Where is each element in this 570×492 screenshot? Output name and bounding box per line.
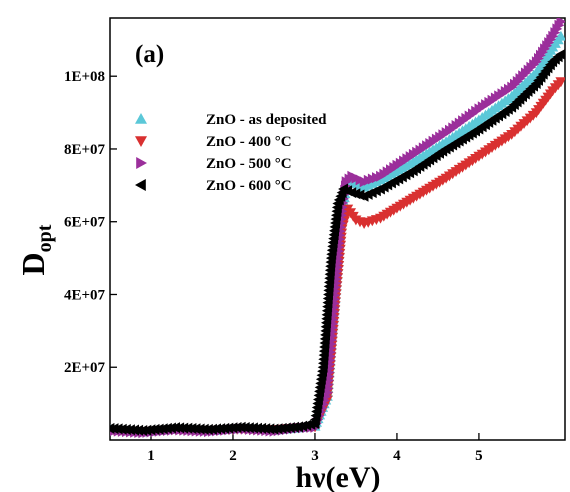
x-tick-label: 5 bbox=[475, 448, 483, 464]
y-axis-title-main: D bbox=[15, 252, 51, 275]
y-tick-label: 2E+07 bbox=[64, 360, 106, 376]
series-clip-group bbox=[110, 18, 565, 439]
data-point bbox=[555, 77, 565, 88]
legend-marker bbox=[135, 179, 146, 191]
y-tick-label: 4E+07 bbox=[64, 287, 106, 303]
x-axis-title: hν(eV) bbox=[295, 461, 380, 492]
data-point bbox=[301, 419, 312, 431]
legend-entry-label: ZnO - as deposited bbox=[206, 112, 327, 128]
data-point bbox=[305, 418, 316, 430]
data-series bbox=[110, 18, 565, 439]
data-point bbox=[297, 420, 308, 432]
x-tick-label: 3 bbox=[311, 448, 319, 464]
data-point bbox=[556, 18, 565, 28]
y-tick-label: 8E+07 bbox=[64, 142, 106, 158]
y-axis-title: Dopt bbox=[15, 224, 56, 275]
data-point bbox=[555, 30, 565, 41]
y-tick-label: 1E+08 bbox=[64, 69, 105, 85]
axis-ticks: 1 2 3 4 5 2E+07 4E+07 6E+07 8E+07 1E+08 bbox=[64, 69, 483, 464]
panel-label: (a) bbox=[135, 41, 164, 68]
x-tick-label: 1 bbox=[147, 448, 155, 464]
y-axis-title-sub: opt bbox=[34, 224, 56, 252]
legend-marker bbox=[136, 157, 147, 169]
data-point bbox=[293, 421, 303, 433]
legend-marker bbox=[135, 113, 147, 124]
y-tick-label: 6E+07 bbox=[64, 215, 106, 231]
x-tick-label: 4 bbox=[393, 448, 401, 464]
legend-entry-label: ZnO - 400 °C bbox=[206, 134, 292, 150]
legend-marker bbox=[135, 136, 147, 147]
legend: ZnO - as deposited ZnO - 400 °C ZnO - 500 … bbox=[135, 112, 327, 194]
data-point bbox=[555, 49, 565, 60]
legend-entry-label: ZnO - 600 °C bbox=[206, 178, 292, 194]
legend-entry-label: ZnO - 500 °C bbox=[206, 156, 292, 172]
x-tick-label: 2 bbox=[229, 448, 237, 464]
series-3 bbox=[110, 49, 565, 436]
